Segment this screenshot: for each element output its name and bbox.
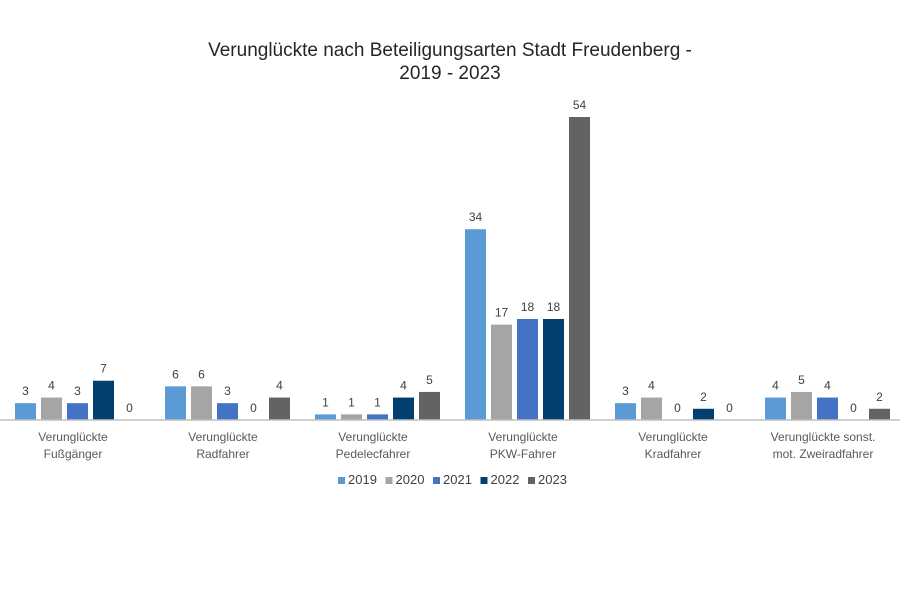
value-label-2023-cat-4: 54	[573, 98, 587, 112]
value-label-2019-cat-6: 4	[772, 379, 779, 393]
bar-2021-cat-2	[217, 403, 238, 420]
bar-2021-cat-4	[517, 319, 538, 420]
category-label-6-line-1: Verunglückte sonst.	[771, 430, 876, 444]
legend-swatch-2021	[433, 477, 440, 484]
bar-2020-cat-6	[791, 391, 812, 420]
category-label-2-line-1: Verunglückte	[188, 430, 258, 444]
value-label-2019-cat-5: 3	[622, 384, 629, 398]
bar-2020-cat-5	[641, 397, 662, 420]
value-label-2021-cat-4: 18	[521, 300, 535, 314]
bar-2022-cat-4	[543, 319, 564, 420]
value-label-2020-cat-4: 17	[495, 306, 509, 320]
bar-2022-cat-5	[693, 408, 714, 420]
chart-title-line-2: 2019 - 2023	[399, 63, 500, 84]
value-label-2019-cat-1: 3	[22, 384, 29, 398]
value-label-2019-cat-3: 1	[322, 395, 329, 409]
category-label-1-line-2: Fußgänger	[44, 447, 103, 461]
value-label-2023-cat-6: 2	[876, 390, 883, 404]
bar-2019-cat-4	[465, 229, 486, 420]
bar-2020-cat-1	[41, 397, 62, 420]
bar-2020-cat-3	[341, 414, 362, 420]
category-label-3-line-1: Verunglückte	[338, 430, 408, 444]
bar-2021-cat-1	[67, 403, 88, 420]
bar-2019-cat-1	[15, 403, 36, 420]
legend-label-2019: 2019	[348, 472, 377, 487]
bar-2023-cat-6	[869, 408, 890, 420]
value-label-2022-cat-5: 2	[700, 390, 707, 404]
bars-layer	[15, 117, 890, 420]
bar-2019-cat-6	[765, 397, 786, 420]
category-label-6-line-2: mot. Zweiradfahrer	[773, 447, 874, 461]
value-label-2022-cat-1: 7	[100, 362, 107, 376]
value-label-2020-cat-6: 5	[798, 373, 805, 387]
value-label-2021-cat-3: 1	[374, 395, 381, 409]
legend-label-2020: 2020	[396, 472, 425, 487]
category-labels-layer: Verunglückte Fußgänger Verunglückte Radfahr…	[38, 430, 875, 461]
bar-2020-cat-2	[191, 386, 212, 420]
legend-label-2022: 2022	[491, 472, 520, 487]
category-label-5-line-1: Verunglückte	[638, 430, 708, 444]
value-label-2023-cat-1: 0	[126, 401, 133, 415]
value-label-2021-cat-6: 4	[824, 379, 831, 393]
category-label-4-line-1: Verunglückte	[488, 430, 558, 444]
bar-2023-cat-2	[269, 397, 290, 420]
bar-2020-cat-4	[491, 324, 512, 420]
category-label-3-line-2: Pedelecfahrer	[336, 447, 411, 461]
bar-2019-cat-3	[315, 414, 336, 420]
bar-2021-cat-6	[817, 397, 838, 420]
value-label-2023-cat-3: 5	[426, 373, 433, 387]
bar-2023-cat-3	[419, 391, 440, 420]
bar-2022-cat-3	[393, 397, 414, 420]
legend-label-2021: 2021	[443, 472, 472, 487]
value-label-2019-cat-4: 34	[469, 210, 483, 224]
value-label-2019-cat-2: 6	[172, 367, 179, 381]
value-label-2022-cat-6: 0	[850, 401, 857, 415]
value-label-2023-cat-2: 4	[276, 379, 283, 393]
value-label-2021-cat-5: 0	[674, 401, 681, 415]
bar-2022-cat-1	[93, 380, 114, 420]
category-label-2-line-2: Radfahrer	[196, 447, 249, 461]
legend-swatch-2019	[338, 477, 345, 484]
category-label-1-line-1: Verunglückte	[38, 430, 108, 444]
value-label-2020-cat-3: 1	[348, 395, 355, 409]
legend-swatch-2023	[528, 477, 535, 484]
bar-2021-cat-3	[367, 414, 388, 420]
category-label-4-line-2: PKW-Fahrer	[490, 447, 556, 461]
chart-title-line-1: Verunglückte nach Beteiligungsarten Stad…	[208, 40, 692, 61]
legend-swatch-2020	[385, 477, 393, 484]
legend-label-2023: 2023	[538, 472, 567, 487]
legend: 2019 2020 2021 2022 2023	[338, 472, 567, 487]
bar-2023-cat-4	[569, 117, 590, 420]
legend-swatch-2022	[480, 477, 488, 484]
value-label-2022-cat-4: 18	[547, 300, 561, 314]
bar-2019-cat-2	[165, 386, 186, 420]
value-label-2021-cat-1: 3	[74, 384, 81, 398]
value-label-2022-cat-2: 0	[250, 401, 257, 415]
value-label-2021-cat-2: 3	[224, 384, 231, 398]
category-label-5-line-2: Kradfahrer	[645, 447, 702, 461]
bar-2019-cat-5	[615, 403, 636, 420]
value-label-2020-cat-1: 4	[48, 379, 55, 393]
value-label-2023-cat-5: 0	[726, 401, 733, 415]
value-label-2022-cat-3: 4	[400, 379, 407, 393]
value-label-2020-cat-2: 6	[198, 367, 205, 381]
value-label-2020-cat-5: 4	[648, 379, 655, 393]
